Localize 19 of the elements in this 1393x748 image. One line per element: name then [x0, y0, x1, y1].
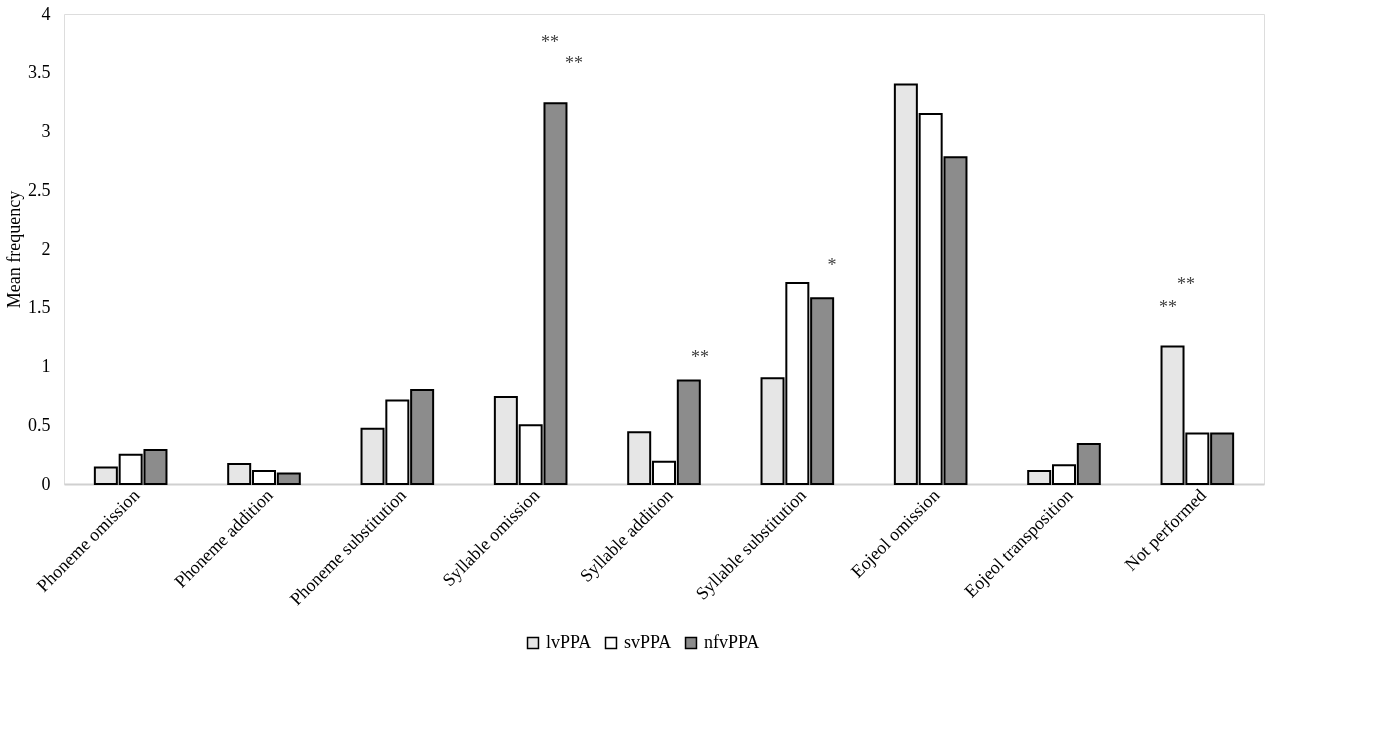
legend-label: nfvPPA — [704, 632, 760, 652]
annotation: ** — [1177, 273, 1195, 294]
y-tick-label: 0.5 — [28, 414, 51, 435]
y-tick-label: 2 — [41, 238, 51, 259]
annotation: ** — [541, 31, 559, 52]
legend-label: svPPA — [624, 632, 672, 652]
y-tick-label: 1 — [41, 356, 51, 376]
y-tick-label: 3 — [41, 121, 51, 141]
annotation: ** — [565, 52, 583, 73]
y-tick-label: 2.5 — [28, 179, 51, 200]
y-tick-label: 0 — [41, 473, 51, 494]
annotation: ** — [1159, 297, 1177, 318]
y-tick-label: 1.5 — [28, 297, 51, 318]
annotation: ** — [691, 346, 709, 367]
legend-label: lvPPA — [546, 632, 592, 652]
y-tick-label: 4 — [41, 3, 51, 24]
y-axis-title: Mean frequency — [4, 190, 24, 309]
y-tick-label: 3.5 — [28, 62, 51, 83]
annotation: * — [827, 254, 837, 275]
